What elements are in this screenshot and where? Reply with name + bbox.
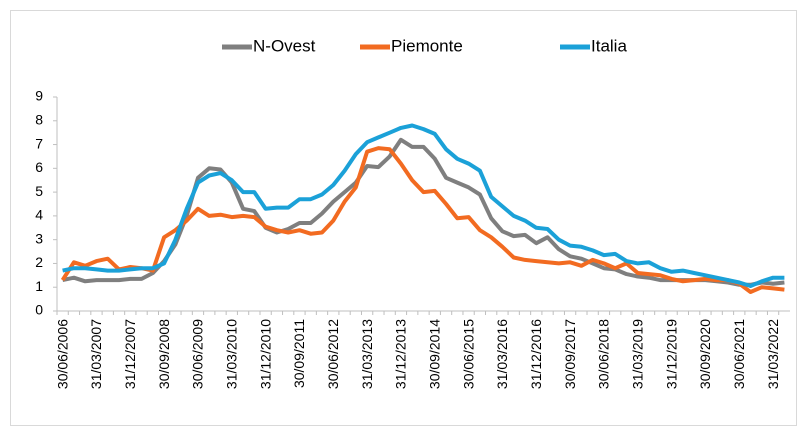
y-tick-label: 3: [35, 230, 43, 246]
x-tick-label: 31/03/2013: [359, 319, 375, 389]
x-tick-label: 31/03/2007: [88, 319, 104, 389]
x-tick-label: 31/12/2016: [528, 319, 544, 389]
y-tick-label: 4: [35, 207, 43, 223]
x-tick-label: 31/03/2022: [765, 319, 781, 389]
x-tick-label: 31/12/2019: [663, 319, 679, 389]
x-tick-label: 30/06/2021: [731, 319, 747, 389]
x-tick-label: 31/03/2016: [494, 319, 510, 389]
y-tick-label: 6: [35, 159, 43, 175]
legend-label: Piemonte: [391, 36, 463, 55]
x-tick-label: 31/12/2013: [393, 319, 409, 389]
x-tick-label: 30/09/2011: [291, 319, 307, 388]
x-tick-label: 31/03/2010: [223, 319, 239, 389]
y-tick-label: 2: [35, 254, 43, 270]
y-tick-label: 9: [35, 88, 43, 104]
x-tick-label: 31/12/2010: [257, 319, 273, 389]
legend-label: Italia: [591, 36, 627, 55]
y-tick-label: 0: [35, 302, 43, 318]
series-line: [62, 123, 785, 288]
x-tick-label: 30/09/2008: [156, 319, 172, 389]
x-tick-label: 30/06/2006: [54, 319, 70, 389]
y-tick-label: 1: [35, 278, 43, 294]
x-tick-label: 30/06/2015: [460, 319, 476, 389]
legend-label: N-Ovest: [253, 36, 316, 55]
x-tick-label: 30/09/2020: [697, 319, 713, 389]
x-tick-label: 30/09/2017: [562, 319, 578, 389]
x-tick-label: 30/06/2009: [190, 319, 206, 389]
x-tick-label: 30/06/2012: [325, 319, 341, 389]
y-tick-label: 8: [35, 111, 43, 127]
x-tick-label: 31/12/2007: [122, 319, 138, 389]
x-tick-label: 30/09/2014: [426, 319, 442, 389]
x-tick-label: 31/03/2019: [629, 319, 645, 389]
chart-frame: [10, 10, 797, 426]
y-tick-label: 7: [35, 135, 43, 151]
x-tick-label: 30/06/2018: [596, 319, 612, 389]
y-tick-label: 5: [35, 183, 43, 199]
